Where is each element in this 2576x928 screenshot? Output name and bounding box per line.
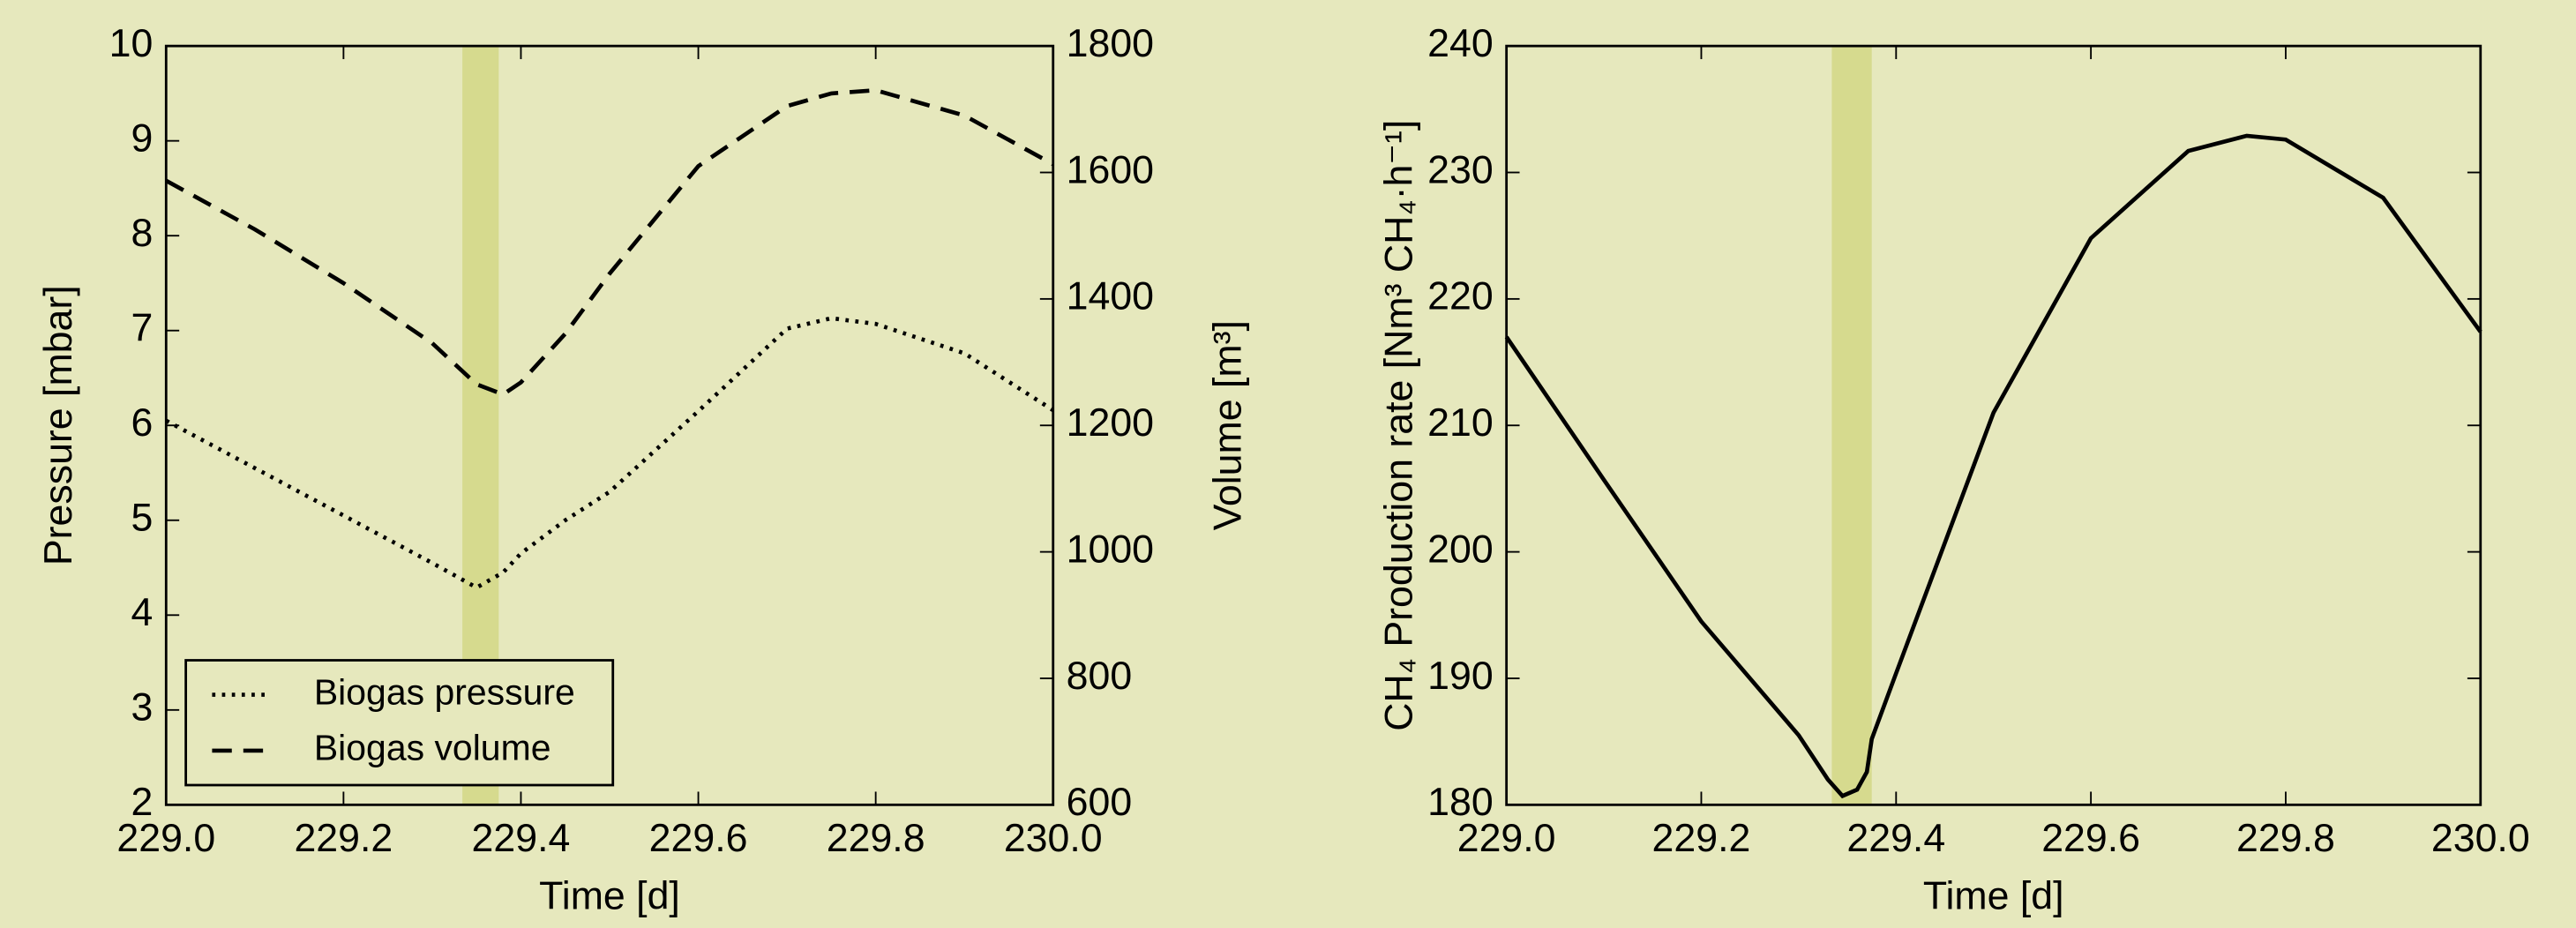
- highlight-span: [1831, 46, 1872, 805]
- y2-tick-label: 800: [1067, 655, 1133, 698]
- x-tick-label: 229.8: [827, 817, 925, 860]
- chart: 229.0 229.2 229.4 229.6 229.8 230.0 180 190 200 2…: [1377, 22, 2529, 917]
- y-axis-label: CH₄ Production rate [Nm³ CH₄·h⁻¹]: [1377, 120, 1420, 731]
- y2-axis-label: Volume [m³]: [1207, 320, 1250, 530]
- x-axis-label: Time [d]: [1923, 874, 2064, 917]
- x-tick-label: 229.6: [649, 817, 748, 860]
- y-tick-label: 5: [131, 497, 154, 540]
- y-tick-label: 200: [1427, 528, 1494, 571]
- y2-tick-label: 1600: [1067, 148, 1154, 191]
- chart: 229.0 229.2 229.4 229.6 229.8 230.0 2 3 4 5 6 7 8 9 10…: [37, 22, 1250, 917]
- x-tick-label: 229.8: [2236, 817, 2335, 860]
- x-tick-label: 229.0: [1457, 817, 1556, 860]
- y-tick-label: 7: [131, 307, 154, 350]
- data-line: [165, 316, 1054, 590]
- y-tick-label: 230: [1427, 148, 1494, 191]
- legend-label: Biogas volume: [314, 728, 551, 768]
- y2-tick-label: 1400: [1067, 275, 1154, 318]
- y-tick-label: 4: [131, 591, 154, 634]
- y-tick-label: 210: [1427, 401, 1494, 445]
- x-axis-label: Time [d]: [539, 874, 680, 917]
- y2-tick-label: 600: [1067, 781, 1133, 824]
- y2-tick-label: 1800: [1067, 22, 1154, 65]
- y2-tick-label: 1200: [1067, 401, 1154, 445]
- x-tick-label: 229.0: [116, 817, 215, 860]
- x-tick-label: 229.2: [1652, 817, 1751, 860]
- y-tick-label: 10: [109, 22, 154, 65]
- x-tick-label: 229.4: [472, 817, 571, 860]
- y2-tick-label: 1000: [1067, 528, 1154, 571]
- x-tick-label: 229.2: [294, 817, 393, 860]
- y-axis-label: Pressure [mbar]: [37, 285, 80, 565]
- y-tick-label: 8: [131, 212, 154, 255]
- x-tick-label: 229.6: [2041, 817, 2140, 860]
- y-tick-label: 180: [1427, 781, 1494, 824]
- y-tick-label: 9: [131, 116, 154, 160]
- x-tick-label: 229.4: [1846, 817, 1945, 860]
- x-tick-label: 230.0: [1004, 817, 1103, 860]
- y-tick-label: 220: [1427, 275, 1494, 318]
- y-tick-label: 240: [1427, 22, 1494, 65]
- y-tick-label: 3: [131, 686, 154, 730]
- legend-label: Biogas pressure: [314, 671, 575, 712]
- y-tick-label: 190: [1427, 655, 1494, 698]
- legend-box: [184, 659, 615, 787]
- y-tick-label: 6: [131, 401, 154, 445]
- data-line: [1504, 133, 2482, 799]
- data-line: [165, 87, 1054, 397]
- y-tick-label: 2: [131, 781, 154, 824]
- x-tick-label: 230.0: [2431, 817, 2530, 860]
